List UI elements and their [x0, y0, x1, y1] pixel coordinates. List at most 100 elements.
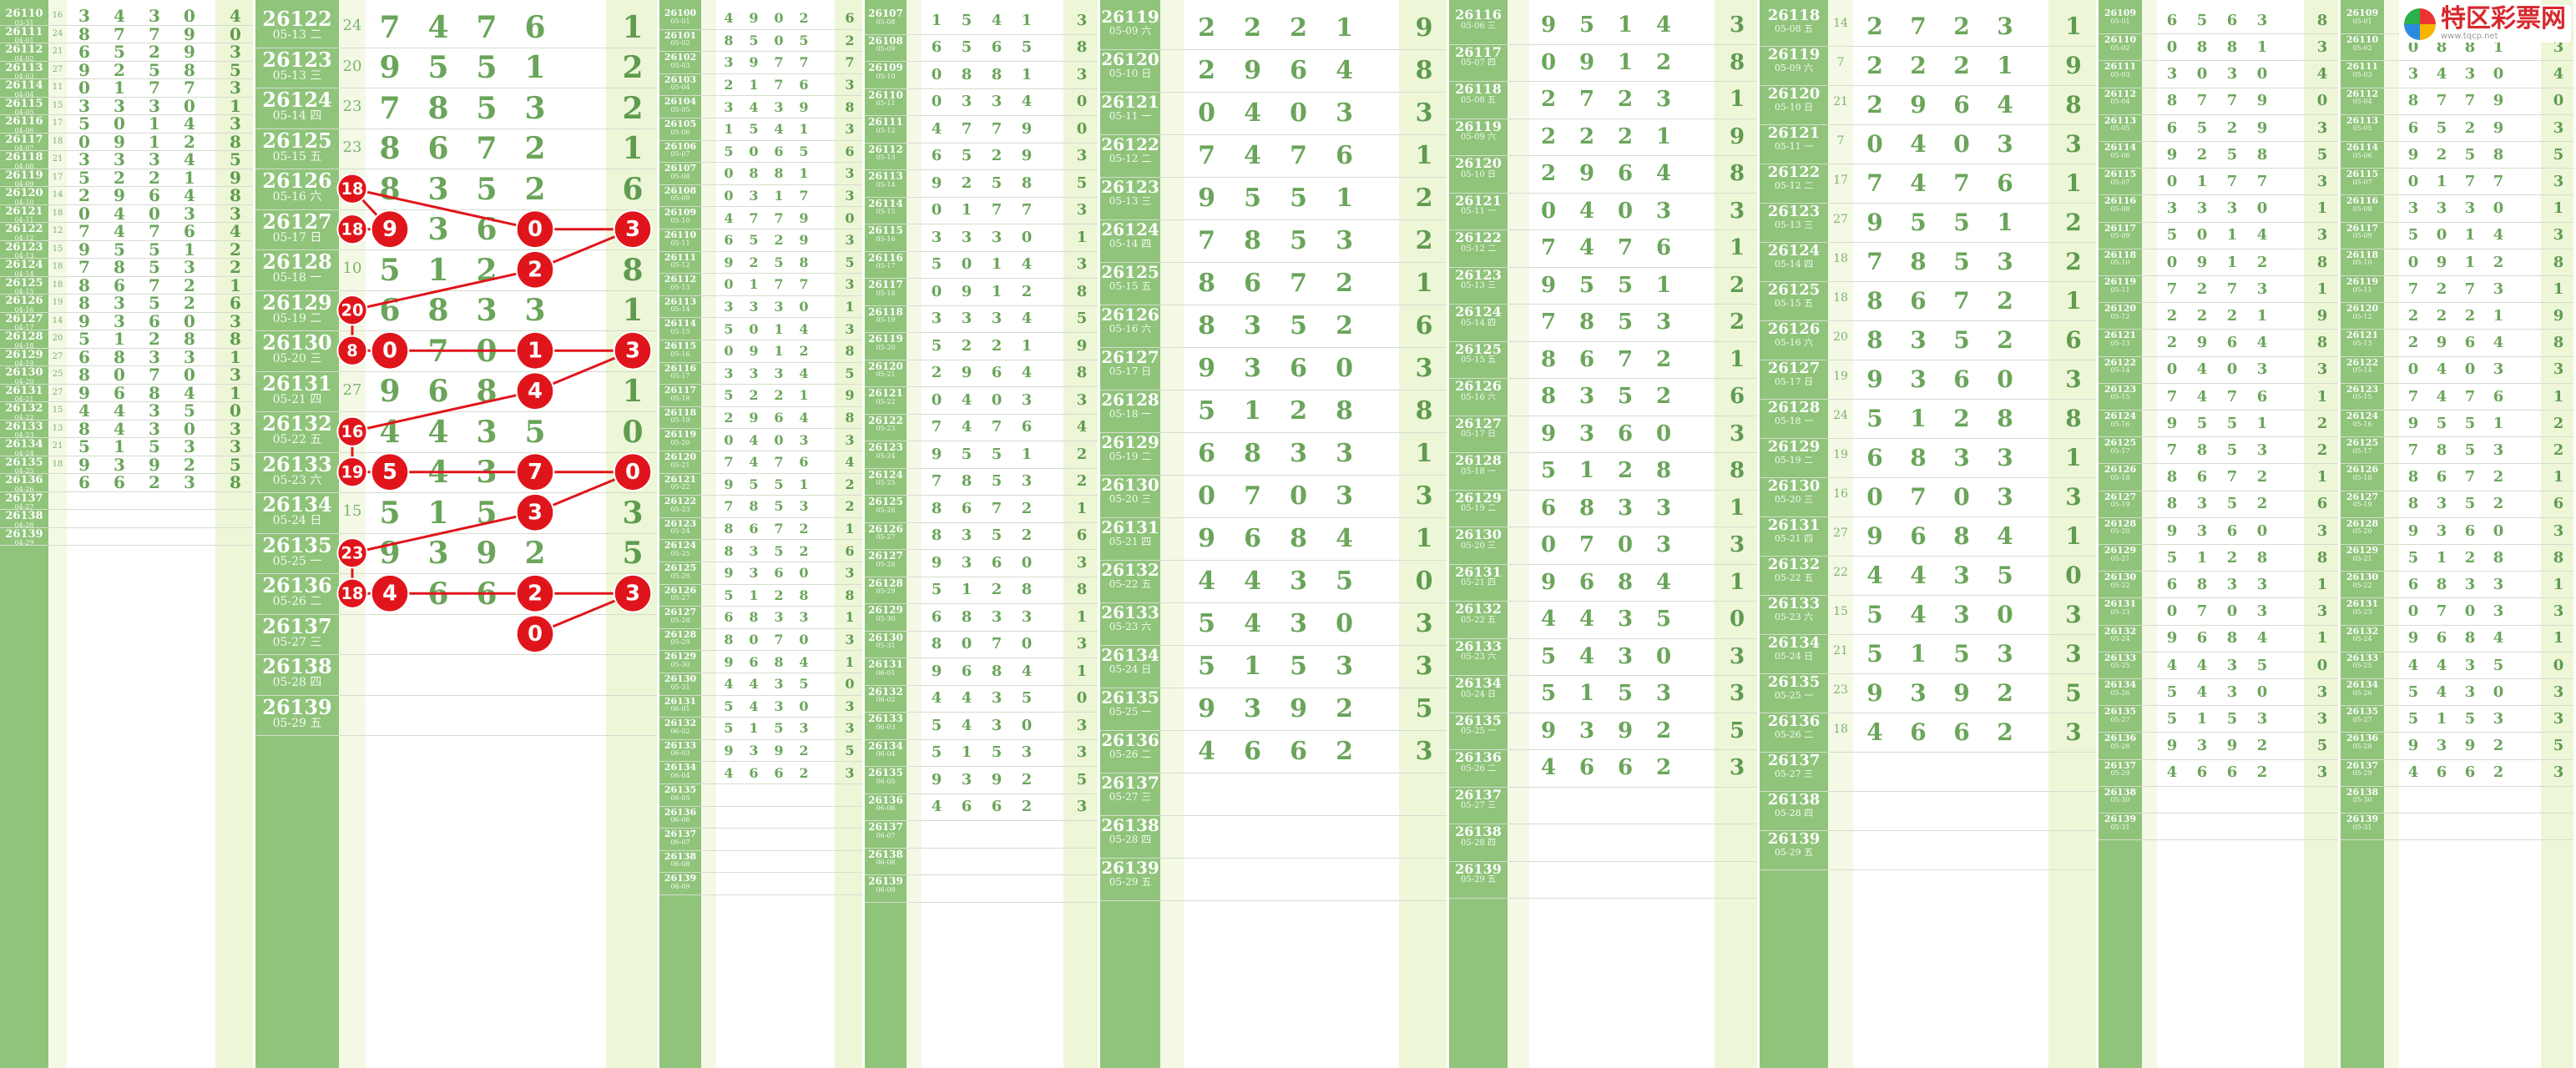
- digit-cell: 6: [749, 520, 759, 537]
- last-digit-cell: 3: [2065, 483, 2082, 511]
- issue-id: 26117: [664, 385, 697, 396]
- issue-id: 26126: [2104, 464, 2137, 476]
- digit-cell: 3: [1617, 495, 1634, 521]
- last-digit-cell: 1: [230, 382, 241, 403]
- digit-cell: 2: [1198, 13, 1215, 43]
- table-row: [2341, 249, 2573, 276]
- issue-date: 05-15 五: [272, 149, 322, 164]
- digit-cell: 1: [749, 76, 759, 93]
- last-digit-cell: 6: [230, 293, 241, 314]
- table-row: [2099, 383, 2338, 411]
- issue-date: 04-08: [14, 162, 34, 170]
- table-row: [865, 61, 1098, 89]
- digit-cell: 8: [724, 520, 734, 537]
- brand-logo[interactable]: 特区彩票网 www.tqcp.net: [2399, 5, 2571, 43]
- last-digit-cell: 6: [1729, 384, 1745, 410]
- issue-number: 26120 05-10 日: [1100, 51, 1160, 79]
- digit-cell: 1: [2256, 306, 2268, 325]
- issue-date: 05-25: [876, 479, 896, 487]
- issue-id: 26137: [5, 491, 43, 505]
- issue-number: 26103 05-04: [659, 75, 701, 92]
- issue-id: 26120: [2104, 303, 2137, 315]
- last-digit-cell: 1: [2065, 444, 2082, 472]
- digit-cell: 0: [2256, 199, 2268, 218]
- last-digit-cell: 1: [845, 609, 855, 626]
- table-row: [1100, 92, 1447, 135]
- table-row: [2099, 356, 2338, 384]
- issue-date: 05-27: [876, 533, 896, 542]
- sum-column-band: [1828, 0, 1853, 1068]
- digit-cell: 5: [991, 472, 1003, 491]
- digit-cell: 2: [1540, 87, 1557, 113]
- last-digit-cell: 3: [1076, 553, 1088, 572]
- digit-cell: 9: [749, 54, 759, 71]
- digit-cell: 3: [2464, 199, 2476, 218]
- issue-date: 05-15: [2110, 393, 2130, 401]
- digit-cell: 1: [2256, 414, 2268, 432]
- issue-date: 05-26: [670, 572, 690, 580]
- digit-cell: 8: [1953, 522, 1970, 551]
- last-digit-cell: 3: [1076, 255, 1088, 274]
- digit-cell: 7: [991, 418, 1003, 436]
- last-digit-cell: 6: [2065, 326, 2082, 355]
- issue-id: 26137: [1767, 752, 1821, 769]
- table-row: [2341, 410, 2573, 438]
- last-digit-cell: 1: [1076, 662, 1088, 680]
- digit-cell: 5: [774, 254, 784, 270]
- issue-id: 26129: [5, 348, 43, 361]
- last-digit-cell: 3: [845, 76, 855, 93]
- table-row: [2341, 141, 2573, 169]
- digit-cell: 9: [1244, 56, 1261, 86]
- digit-cell: 2: [799, 742, 809, 758]
- digit-cell: 5: [1578, 13, 1595, 38]
- issue-id: 26136: [1455, 749, 1502, 765]
- issue-date: 06-01: [876, 668, 896, 677]
- digit-cell: 5: [749, 232, 759, 249]
- table-row: [255, 533, 657, 574]
- digit-cell: 5: [1290, 652, 1307, 682]
- table-row: [0, 384, 253, 402]
- table-row: [2099, 329, 2338, 357]
- digit-cell: 0: [2256, 65, 2268, 83]
- last-digit-cell: 0: [2316, 656, 2328, 674]
- issue-date: 05-29 五: [1460, 875, 1496, 885]
- digit-cell: 0: [2493, 65, 2504, 83]
- last-digit-cell: 3: [1076, 798, 1088, 816]
- digit-cell: 2: [184, 293, 195, 314]
- table-row: [1100, 347, 1447, 390]
- last-digit-cell: 8: [2553, 253, 2564, 271]
- last-digit-cell: 8: [845, 98, 855, 115]
- sum-value: 23: [342, 138, 362, 156]
- digit-cell: 2: [2493, 468, 2504, 486]
- issue-number: 26133 05-23 六: [1449, 639, 1508, 662]
- digit-cell: 7: [1617, 235, 1634, 261]
- issue-date: 05-23: [876, 425, 896, 433]
- table-row: [659, 51, 862, 74]
- digit-cell: 1: [2493, 38, 2504, 56]
- digit-cell: 5: [1953, 326, 1970, 355]
- digit-cell: 7: [931, 418, 942, 436]
- digit-cell: 8: [78, 365, 90, 385]
- issue-number: 26120 05-12: [2341, 304, 2384, 320]
- issue-id: 26122: [1455, 229, 1502, 245]
- digit-cell: 8: [1336, 396, 1353, 426]
- issue-id: 26132: [5, 402, 43, 415]
- issue-date: 05-21 四: [1460, 578, 1496, 588]
- issue-id: 26138: [664, 850, 697, 862]
- last-digit-cell: 3: [2316, 118, 2328, 137]
- issue-number: 26133 04-23: [0, 421, 48, 440]
- table-row: [1100, 773, 1447, 816]
- table-row: [0, 78, 253, 98]
- trend-panel: 26118 05-08 五 14 2 7 2 3 1 26119 05-09 六 7 2 2 2 1 9 261…: [1760, 0, 2099, 1068]
- issue-date: 05-06: [670, 128, 690, 136]
- issue-id: 26123: [868, 441, 903, 453]
- issue-number: 26116 05-06 三: [1449, 8, 1508, 31]
- digit-cell: 6: [991, 553, 1003, 572]
- issue-date: 05-11: [2110, 285, 2130, 294]
- issue-date: 05-17 日: [272, 230, 322, 244]
- digit-cell: 9: [724, 653, 734, 670]
- table-row: [1100, 177, 1447, 220]
- digit-cell: 3: [1655, 87, 1672, 113]
- table-row: [1100, 134, 1447, 178]
- digit-cell: 3: [2493, 709, 2504, 728]
